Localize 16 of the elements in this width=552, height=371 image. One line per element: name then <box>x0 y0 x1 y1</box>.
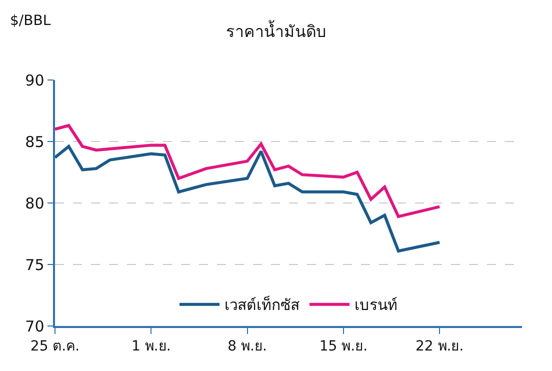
y-tick-label: 80 <box>25 194 44 212</box>
y-tick-label: 90 <box>25 71 44 90</box>
legend-label: เวสต์เท็กซัส <box>224 295 300 314</box>
x-tick-label: 1 พ.ย. <box>132 338 171 355</box>
y-tick-label: 85 <box>25 132 44 151</box>
y-axis-title: $/BBL <box>10 13 51 29</box>
x-tick-label: 8 พ.ย. <box>228 338 267 355</box>
line-series <box>55 144 442 252</box>
y-tick-label: 75 <box>25 256 44 274</box>
y-tick-label: 70 <box>25 317 44 336</box>
line-series <box>55 124 442 218</box>
chart-title: ราคาน้ำมันดิบ <box>226 20 326 42</box>
x-tick-label: 25 ต.ค. <box>30 338 80 355</box>
legend-label: เบรนท์ <box>354 296 398 314</box>
x-tick-label: 15 พ.ย. <box>319 338 368 355</box>
x-tick-label: 22 พ.ย. <box>416 338 464 355</box>
